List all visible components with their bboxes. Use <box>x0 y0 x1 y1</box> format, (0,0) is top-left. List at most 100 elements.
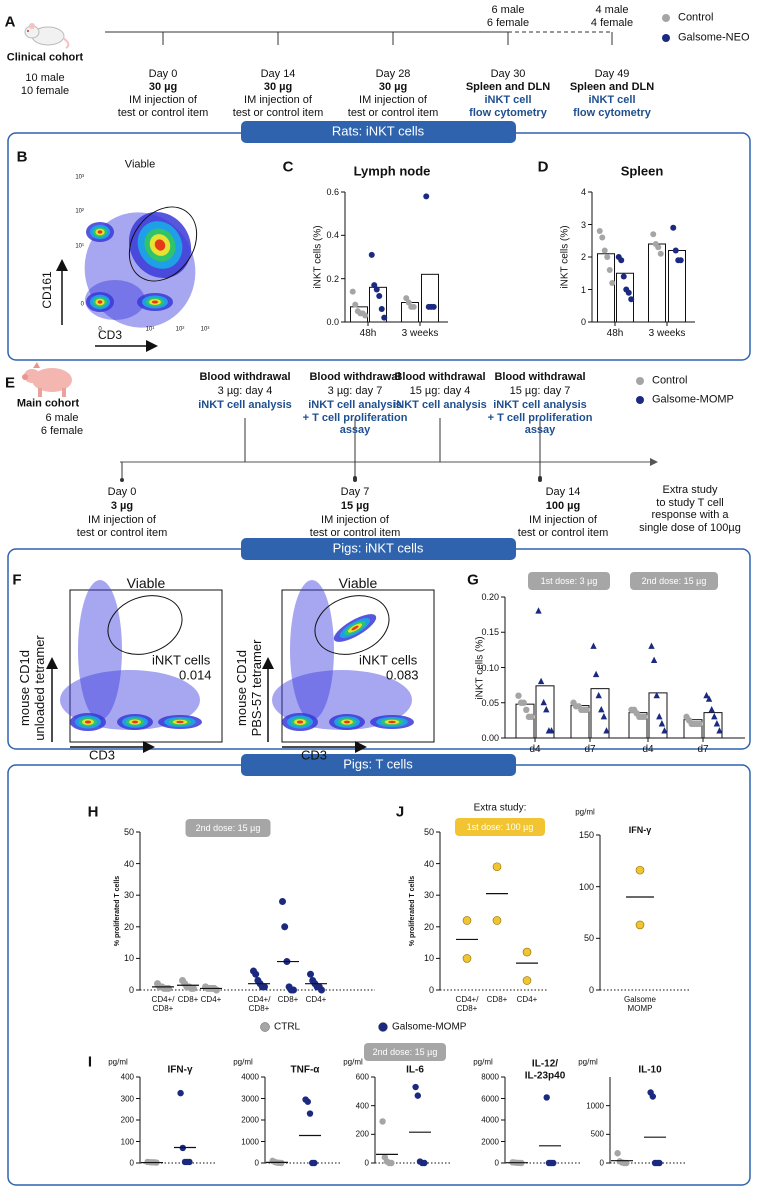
sampling-when: 15 µg: day 4 <box>409 385 471 397</box>
y-tick-label: 30 <box>423 890 434 901</box>
bar <box>421 273 439 323</box>
dot <box>670 224 677 231</box>
plot-title: IFN-γ <box>167 1064 193 1076</box>
y-tick-label: 6000 <box>481 1093 499 1103</box>
dot <box>609 280 616 286</box>
day: Day 14 <box>545 486 581 498</box>
note: 1st dose: 3 µg <box>540 575 598 586</box>
legend-label: Control <box>678 11 714 24</box>
x-tick-label: d7 <box>584 744 596 755</box>
dot <box>604 254 611 260</box>
density <box>97 230 103 234</box>
assay: iNKT cell flow cytometry <box>573 94 651 119</box>
gate <box>107 595 183 655</box>
cohort-size: 10 male 10 female <box>20 72 70 97</box>
dot <box>543 1094 550 1101</box>
axis-label: mouse CD1d PBS-57 tetramer <box>234 639 264 737</box>
axis-label: CD3 <box>88 747 116 763</box>
dot <box>656 713 663 720</box>
y-tick-label: 150 <box>578 829 594 840</box>
tick-label: 0 <box>98 326 102 333</box>
y-tick-label: 0 <box>494 1158 499 1168</box>
dot <box>290 986 297 994</box>
y-tick-label: 0 <box>428 984 434 995</box>
day: Day 0 <box>148 68 178 80</box>
sampling-when: 3 µg: day 4 <box>217 385 273 397</box>
density-haze <box>290 580 334 720</box>
y-tick-label: 600 <box>355 1072 369 1082</box>
dot <box>590 642 597 649</box>
dot <box>371 282 378 289</box>
section-bar <box>241 121 516 143</box>
dot <box>522 976 532 985</box>
dot <box>462 954 472 963</box>
day: Day 30 <box>490 68 526 80</box>
y-tick-label: 8000 <box>481 1072 499 1082</box>
dot <box>540 698 547 706</box>
y-tick-label: 0 <box>580 316 586 327</box>
unit: pg/ml <box>578 1057 598 1067</box>
y-tick-label: 4 <box>580 186 586 197</box>
y-tick-label: 0.4 <box>326 230 339 241</box>
y-tick-label: 4000 <box>481 1115 499 1125</box>
plot-title: IFN-γ <box>628 824 652 835</box>
panel-letter: B <box>16 148 28 166</box>
panel-letter: H <box>87 803 99 821</box>
dot <box>318 986 325 994</box>
dot <box>595 691 602 699</box>
dot <box>368 251 375 258</box>
note-box <box>528 572 610 590</box>
dot <box>696 720 703 728</box>
dot <box>583 706 590 713</box>
plot-title: Lymph node <box>353 163 431 179</box>
y-tick-label: 40 <box>423 858 434 869</box>
y-tick-label: 2000 <box>481 1136 499 1146</box>
y-axis-label: iNKT cells (%) <box>312 225 324 289</box>
y-tick-label: 1000 <box>241 1136 259 1146</box>
assay: iNKT cell analysis <box>393 399 487 411</box>
pig-icon <box>22 362 72 397</box>
y-tick-label: 300 <box>120 1093 134 1103</box>
section-title: Pigs: T cells <box>343 756 413 772</box>
legend-label: CTRL <box>274 1021 301 1033</box>
dot <box>311 1159 318 1167</box>
assay: iNKT cell analysis <box>198 399 292 411</box>
axis-label: CD3 <box>300 747 328 763</box>
density <box>97 300 103 304</box>
x-tick-label: 48h <box>606 328 624 339</box>
dot <box>412 1083 419 1091</box>
dose: 3 µg <box>110 500 134 512</box>
action: IM injection of test or control item <box>232 94 324 119</box>
y-tick-label: 2000 <box>241 1115 259 1125</box>
x-tick-label: CD4+/ CD8+ <box>151 995 175 1014</box>
panel-letter: C <box>282 158 294 176</box>
dot <box>279 898 286 906</box>
plot-title: Viable <box>124 158 156 171</box>
density-haze <box>78 580 122 720</box>
dot <box>601 247 608 254</box>
gate-value: 0.014 <box>179 667 212 683</box>
plot-title: Viable <box>126 574 166 591</box>
x-tick-label: CD8+ <box>177 995 199 1004</box>
dose-dot <box>353 478 357 482</box>
y-tick-label: 0 <box>128 984 134 995</box>
dot <box>362 312 369 319</box>
dot <box>492 916 502 925</box>
tick-label: 10² <box>175 326 185 333</box>
section-title: Pigs: iNKT cells <box>332 540 424 556</box>
panel-letter: J <box>395 803 405 821</box>
dot <box>705 695 713 702</box>
dose: 30 µg <box>148 81 178 93</box>
dot <box>650 231 657 238</box>
dose: 15 µg <box>340 500 370 512</box>
cohort: Clinical cohort <box>6 51 84 64</box>
panel-letter: D <box>537 158 549 176</box>
group-size: 6 male 6 female <box>486 4 530 29</box>
x-tick-label: Galsome MOMP <box>623 995 657 1014</box>
day: Day 28 <box>375 68 411 80</box>
plot-title: Spleen <box>620 163 664 179</box>
dot <box>528 713 535 721</box>
action: IM injection of test or control item <box>347 94 439 119</box>
panel-letter: F <box>12 571 22 589</box>
dot <box>388 1159 395 1167</box>
